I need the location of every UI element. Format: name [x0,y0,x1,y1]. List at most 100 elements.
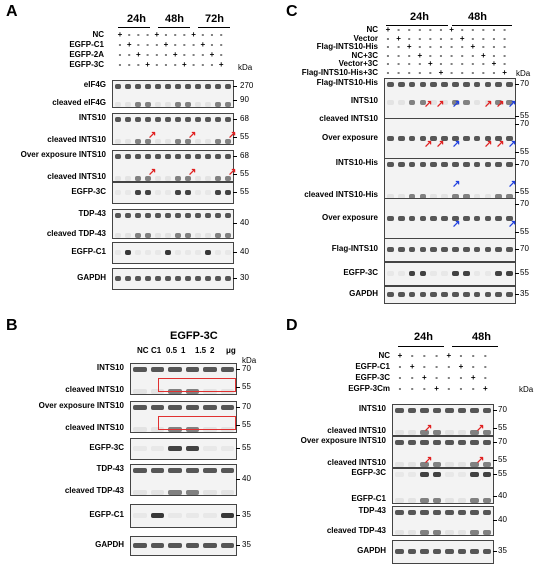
band [473,82,481,87]
band [395,498,404,503]
kda-tick [493,520,497,521]
band [445,408,454,413]
kda-tick [515,204,519,205]
arrow: ↗ [188,167,197,178]
lane-label: C1 [151,346,162,355]
blot-label: cleaved INTS10-His [304,190,378,199]
sign: - [482,25,485,34]
band [484,136,492,141]
sign: - [397,67,400,77]
time-label: 48h [468,11,487,23]
sign: + [117,30,123,39]
arrow: ↗ [496,99,505,110]
band [484,292,492,297]
band [462,100,470,105]
sign: - [418,25,422,34]
band [462,247,470,252]
arrow: ↗ [484,139,493,150]
band [115,139,121,144]
band [419,271,427,276]
arrow: ↗ [496,139,505,150]
blot-strip [384,286,516,304]
band [408,162,416,167]
band [220,490,234,495]
sign: + [191,30,196,39]
sign: + [470,373,476,382]
condition-label: NC [92,30,104,39]
band [407,430,416,435]
band [457,462,466,467]
sign: + [209,50,215,59]
band [225,190,231,195]
band [482,440,491,445]
band [133,389,147,394]
band [185,190,191,195]
band [420,510,429,515]
band [395,440,404,445]
sign: - [386,67,390,77]
band [457,408,466,413]
kda-tick [236,387,240,388]
band [135,250,141,255]
blot-strip [392,468,494,504]
band [165,250,171,255]
sign: + [406,42,412,51]
band [135,154,141,159]
kda-tick [515,273,519,274]
time-label: 24h [410,11,429,23]
band [484,194,492,199]
sign: - [192,40,195,49]
band [205,176,211,181]
band [150,389,164,394]
sign: - [450,59,453,68]
kda-tick [233,156,237,157]
band [155,250,161,255]
band [441,82,448,87]
condition-label: EGFP-C1 [355,362,390,371]
arrow: ↗ [424,455,433,466]
band [175,84,181,89]
blot-strip [392,404,494,436]
band [215,154,221,159]
sign: - [164,50,168,59]
band [135,233,141,238]
band [185,117,191,122]
lane-label: NC [137,346,149,355]
band [155,276,161,281]
sign: - [183,40,186,49]
blot-label: cleaved TDP-43 [64,486,124,495]
kda-value: 35 [242,540,251,549]
band [165,233,171,238]
band [115,154,121,159]
sign: - [386,42,390,51]
sign: - [407,33,411,43]
arrow: ↗ [452,219,461,230]
band [125,176,131,181]
band [462,194,470,199]
band [205,102,211,107]
band [495,271,503,276]
kda-value: 55 [520,268,529,277]
band [441,292,448,297]
kda-tick [493,474,497,475]
band [175,213,181,218]
arrow: ↗ [436,99,445,110]
band [506,216,513,221]
sign: - [137,60,140,69]
sign: - [439,59,443,68]
band [175,102,181,107]
band [473,194,481,199]
band [495,292,503,297]
band [387,136,394,141]
band [457,530,466,535]
band [506,100,513,105]
sign: - [155,40,159,49]
blot-strip [130,464,237,496]
band [420,472,429,477]
band [420,549,429,554]
arrow: ↗ [424,423,433,434]
lane-label: 1.5 [195,346,207,355]
band [195,213,201,218]
band [387,82,394,87]
